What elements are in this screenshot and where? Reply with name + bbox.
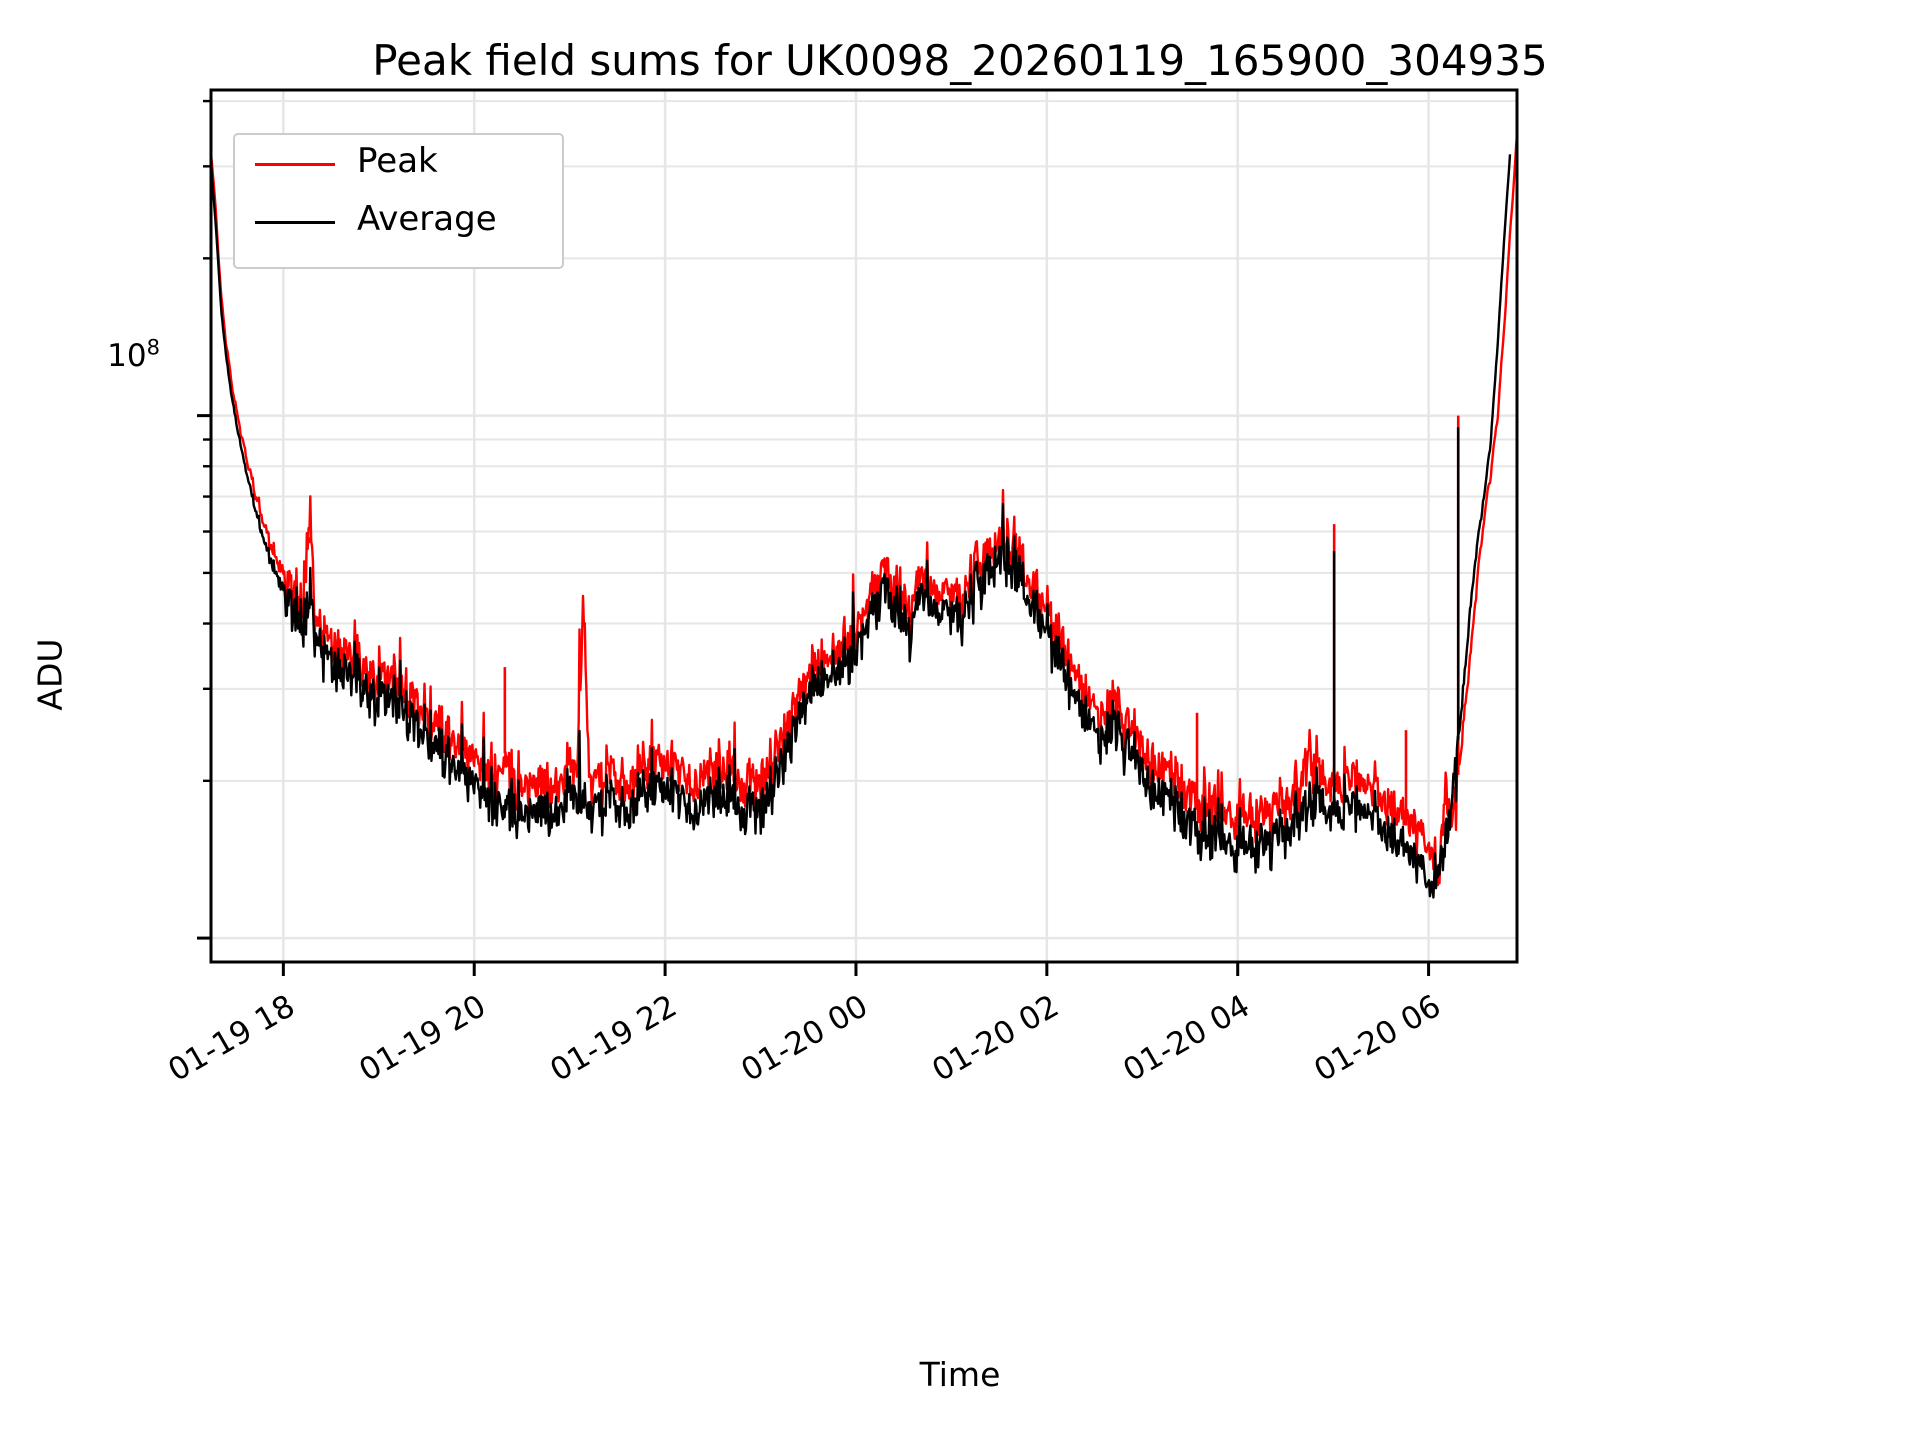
legend-label-average: Average bbox=[357, 199, 497, 239]
x-axis-label: Time bbox=[919, 1355, 1001, 1394]
data-series-layer bbox=[209, 133, 1519, 899]
ytick-exponent: 8 bbox=[146, 335, 160, 360]
legend-swatch-peak bbox=[255, 163, 335, 166]
legend-entry-peak: Peak bbox=[235, 135, 562, 193]
legend: Peak Average bbox=[233, 133, 564, 269]
legend-label-peak: Peak bbox=[357, 141, 438, 181]
y-axis-label: ADU bbox=[30, 638, 70, 711]
legend-entry-average: Average bbox=[235, 193, 562, 251]
page-title: Peak field sums for UK0098_20260119_1659… bbox=[372, 36, 1548, 85]
legend-swatch-average bbox=[255, 221, 335, 224]
ytick-label-1e8: 108 bbox=[107, 335, 160, 374]
ytick-mantissa: 10 bbox=[107, 338, 147, 374]
plot-frame bbox=[209, 88, 1519, 964]
